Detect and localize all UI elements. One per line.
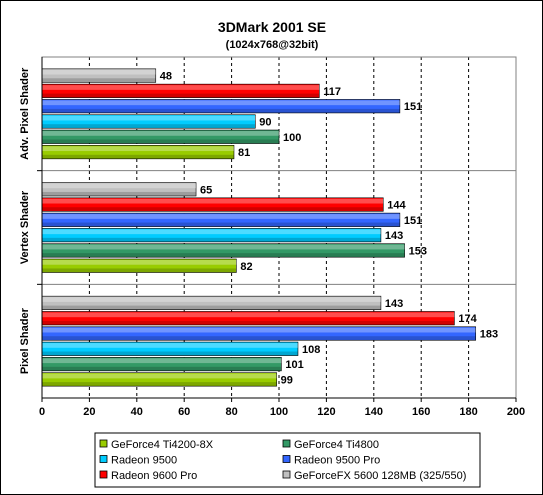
data-label: 81 — [238, 147, 250, 159]
data-label: 100 — [283, 132, 301, 144]
bar-highlight — [42, 373, 277, 379]
x-tick-label: 200 — [507, 406, 525, 418]
category-label: Vertex Shader — [19, 190, 31, 264]
bar-highlight — [42, 85, 320, 90]
data-label: 99 — [281, 374, 293, 386]
data-label: 90 — [259, 116, 271, 128]
legend-swatch — [99, 439, 108, 448]
bar-shade — [42, 336, 476, 341]
bar-shade — [42, 253, 405, 258]
x-tick-label: 40 — [131, 406, 143, 418]
data-label: 143 — [385, 298, 403, 310]
data-label: 101 — [285, 359, 303, 371]
bar-shade — [42, 108, 400, 113]
bar-highlight — [42, 198, 384, 204]
bar-shade — [42, 207, 384, 212]
data-label: 144 — [387, 200, 406, 212]
bar-highlight — [42, 312, 455, 318]
data-label: 48 — [160, 71, 172, 83]
bar-shade — [42, 351, 298, 356]
category-label: Pixel Shader — [19, 307, 31, 374]
data-label: 108 — [302, 344, 320, 356]
bar-highlight — [42, 343, 298, 348]
bar-shade — [42, 320, 455, 325]
x-tick-label: 100 — [270, 406, 288, 418]
bar-shade — [42, 139, 279, 144]
bar-shade — [42, 222, 400, 227]
bar-shade — [42, 268, 237, 273]
data-label: 143 — [385, 230, 403, 242]
data-label: 151 — [404, 215, 422, 227]
legend-label: GeForce4 Ti4800 — [294, 439, 379, 451]
data-label: 151 — [404, 101, 422, 113]
bar-highlight — [42, 229, 381, 235]
data-label: 153 — [409, 245, 427, 257]
legend-swatch — [99, 455, 108, 463]
x-tick-label: 20 — [83, 406, 95, 418]
legend-label: GeForce4 Ti4200-8X — [111, 439, 214, 451]
legend-label: Radeon 9500 — [111, 455, 177, 467]
bar-shade — [42, 124, 256, 129]
data-label: 82 — [240, 261, 252, 273]
x-tick-label: 160 — [412, 406, 430, 418]
bar-highlight — [42, 297, 381, 302]
x-tick-label: 140 — [365, 406, 383, 418]
category-label: Adv. Pixel Shader — [19, 67, 31, 160]
legend-label: Radeon 9500 Pro — [294, 455, 380, 467]
bar-shade — [42, 305, 381, 310]
bar-shade — [42, 237, 381, 242]
bar-highlight — [42, 183, 197, 189]
x-tick-label: 80 — [225, 406, 237, 418]
bar-highlight — [42, 69, 156, 75]
data-label: 65 — [200, 184, 212, 196]
bar-shade — [42, 78, 156, 83]
bar-highlight — [42, 131, 279, 136]
bar-highlight — [42, 260, 237, 265]
x-tick-label: 120 — [317, 406, 335, 418]
bar-highlight — [42, 244, 405, 250]
legend-swatch — [99, 470, 108, 479]
bar-shade — [42, 154, 234, 159]
x-tick-label: 0 — [39, 406, 45, 418]
bar-shade — [42, 366, 282, 371]
data-label: 117 — [323, 86, 341, 98]
bar-shade — [42, 191, 197, 196]
x-tick-label: 60 — [178, 406, 190, 418]
data-label: 183 — [480, 329, 498, 341]
bar-highlight — [42, 100, 400, 106]
bar-highlight — [42, 146, 234, 152]
bar-highlight — [42, 115, 256, 121]
bar-highlight — [42, 358, 282, 364]
chart-subtitle: (1024x768@32bit) — [226, 39, 319, 51]
legend-swatch — [282, 470, 291, 479]
bar-highlight — [42, 327, 476, 333]
plot-area: 48 117 151 90 100 81 Adv. Pixel Shader 65 144 151… — [19, 56, 525, 418]
legend-swatch — [282, 439, 291, 448]
x-tick-label: 180 — [459, 406, 477, 418]
data-label: 174 — [458, 313, 477, 325]
legend-swatch — [282, 455, 291, 463]
bar-shade — [42, 382, 277, 387]
legend-label: Radeon 9600 Pro — [111, 470, 197, 482]
legend-label: GeForceFX 5600 128MB (325/550) — [294, 470, 466, 482]
bar-shade — [42, 93, 320, 98]
bar-highlight — [42, 214, 400, 219]
chart-title: 3DMark 2001 SE — [218, 19, 326, 35]
legend: GeForce4 Ti4200-8X GeForce4 Ti4800 Radeon … — [94, 432, 481, 488]
